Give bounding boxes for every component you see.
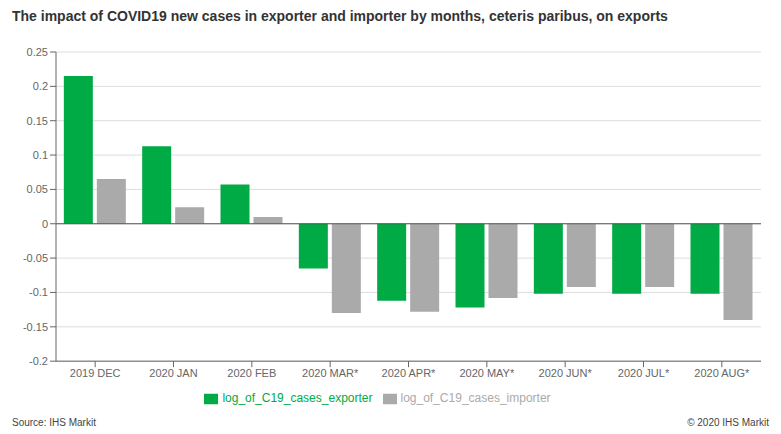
svg-text:2020 APR*: 2020 APR* <box>382 367 437 379</box>
svg-text:2019 DEC: 2019 DEC <box>70 367 121 379</box>
svg-text:2020 JUN*: 2020 JUN* <box>539 367 593 379</box>
svg-text:-0.05: -0.05 <box>23 252 48 264</box>
svg-text:0.25: 0.25 <box>27 46 48 58</box>
html-text:Source: IHS Markit: Source: IHS Markit <box>12 416 96 428</box>
svg-text:2020 FEB: 2020 FEB <box>227 367 276 379</box>
svg-text:-0.15: -0.15 <box>23 321 48 333</box>
svg-text:2020 MAY*: 2020 MAY* <box>459 367 515 379</box>
html-text:log_of_C19_cases_exporter: log_of_C19_cases_exporter <box>222 391 373 406</box>
svg-text:0.1: 0.1 <box>33 149 48 161</box>
svg-text:-0.2: -0.2 <box>29 355 48 367</box>
svg-text:2020 MAR*: 2020 MAR* <box>302 367 359 379</box>
svg-text:2020 AUG*: 2020 AUG* <box>694 367 750 379</box>
html-text:© 2020 IHS Markit: © 2020 IHS Markit <box>687 416 769 428</box>
svg-text:2020 JUL*: 2020 JUL* <box>618 367 670 379</box>
svg-text:0.2: 0.2 <box>33 80 48 92</box>
svg-text:0.05: 0.05 <box>27 183 48 195</box>
svg-text:-0.1: -0.1 <box>29 286 48 298</box>
html-text:The impact of COVID19 new case: The impact of COVID19 new cases in expor… <box>12 8 668 24</box>
html-text:log_of_C19_cases_importer: log_of_C19_cases_importer <box>400 391 551 406</box>
svg-text:0.15: 0.15 <box>27 115 48 127</box>
svg-text:2020 JAN: 2020 JAN <box>149 367 197 379</box>
svg-text:0: 0 <box>42 218 48 230</box>
